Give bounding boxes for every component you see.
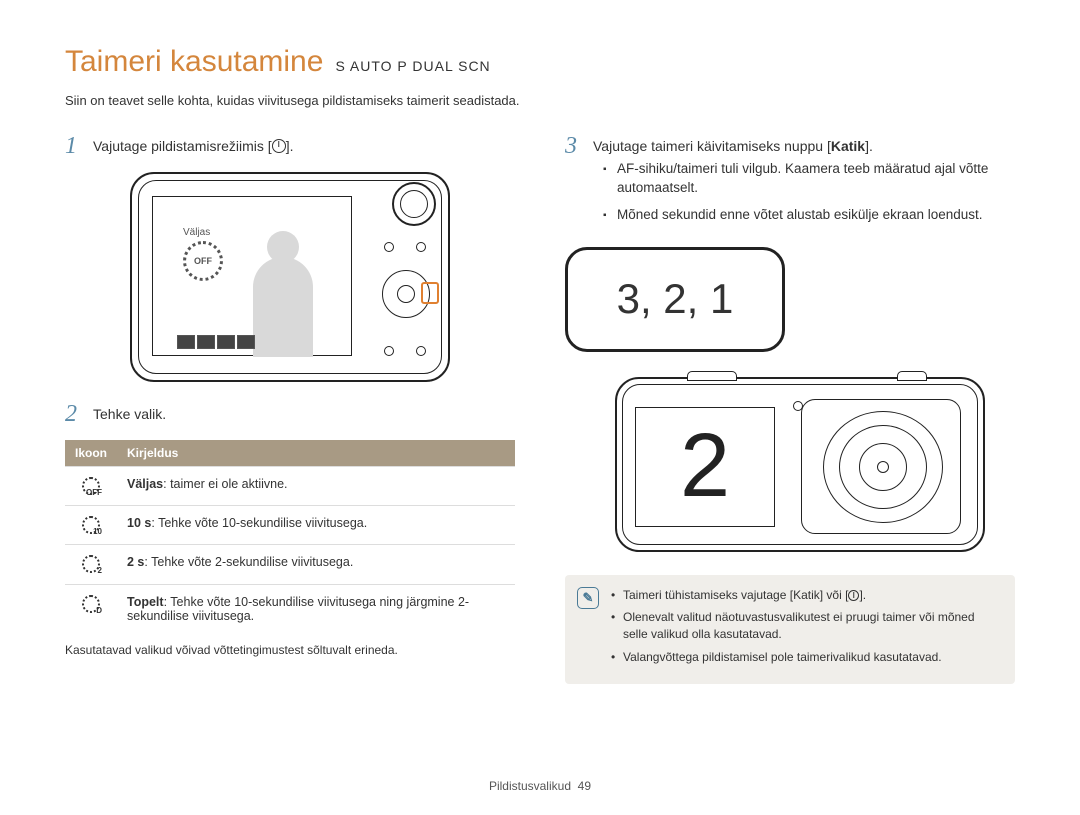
off-label: Väljas <box>183 227 210 238</box>
bullet-item: Mõned sekundid enne võtet alustab esikül… <box>603 206 1015 225</box>
countdown-digit: 2 <box>680 415 730 518</box>
header-icon: Ikoon <box>65 440 117 467</box>
camera-button <box>416 346 426 356</box>
step3-prefix: Vajutage taimeri käivitamiseks nuppu [ <box>593 138 831 154</box>
table-footnote: Kasutatavad valikud võivad võttetingimus… <box>65 643 515 657</box>
opt-text: : Tehke võte 10-sekundilise viivitusega … <box>127 595 469 623</box>
camera-button <box>416 242 426 252</box>
options-table: Ikoon Kirjeldus Väljas: taimer ei ole ak… <box>65 440 515 633</box>
camera-front-illustration: 3, 2, 1 2 <box>565 247 995 557</box>
row-icon <box>65 506 117 545</box>
camera-top-button <box>897 371 927 381</box>
footer-page: 49 <box>578 779 591 793</box>
step-number: 1 <box>65 134 81 158</box>
camera-back-illustration: Väljas OFF <box>130 172 450 382</box>
timer-option-icons <box>177 335 255 349</box>
camera-top-button <box>687 371 737 381</box>
note-item: Taimeri tühistamiseks vajutage [Katik] v… <box>611 587 1001 604</box>
step-2: 2 Tehke valik. <box>65 402 515 426</box>
opt-label: Väljas <box>127 477 163 491</box>
mode-dial <box>392 182 436 226</box>
lens-center <box>877 461 889 473</box>
countdown-speech-bubble: 3, 2, 1 <box>565 247 785 352</box>
note-text: Taimeri tühistamiseks vajutage [ <box>623 588 793 602</box>
timer-off-icon <box>82 477 100 495</box>
row-desc: Väljas: taimer ei ole aktiivne. <box>117 467 515 506</box>
note-list: Taimeri tühistamiseks vajutage [Katik] v… <box>611 587 1001 666</box>
right-column: 3 Vajutage taimeri käivitamiseks nuppu [… <box>565 134 1015 684</box>
step1-prefix: Vajutage pildistamisrežiimis [ <box>93 138 272 154</box>
note-bold: Katik <box>793 588 820 602</box>
bullet-item: AF-sihiku/taimeri tuli vilgub. Kaamera t… <box>603 160 1015 198</box>
mode-icons: S AUTO P DUAL SCN <box>335 58 490 74</box>
timer-button-highlight <box>421 282 439 304</box>
row-desc: 2 s: Tehke võte 2-sekundilise viivituseg… <box>117 545 515 584</box>
table-row: 2 s: Tehke võte 2-sekundilise viivituseg… <box>65 545 515 584</box>
front-screen: 2 <box>635 407 775 527</box>
step-3: 3 Vajutage taimeri käivitamiseks nuppu [… <box>565 134 1015 233</box>
timer-2s-icon <box>82 555 100 573</box>
step-1: 1 Vajutage pildistamisrežiimis []. <box>65 134 515 158</box>
step-3-text: Vajutage taimeri käivitamiseks nuppu [Ka… <box>593 134 1015 233</box>
page-footer: Pildistusvalikud 49 <box>0 779 1080 793</box>
opt-label: 2 s <box>127 555 144 569</box>
person-silhouette <box>253 257 313 357</box>
step3-suffix: ]. <box>865 138 873 154</box>
left-column: 1 Vajutage pildistamisrežiimis []. Välja… <box>65 134 515 684</box>
note-item: Olenevalt valitud näotuvastusvalikutest … <box>611 609 1001 643</box>
opt-text: : Tehke võte 10-sekundilise viivitusega. <box>151 516 367 530</box>
camera-front-body: 2 <box>615 377 985 552</box>
row-icon <box>65 545 117 584</box>
row-icon <box>65 584 117 633</box>
step1-suffix: ]. <box>286 138 294 154</box>
row-desc: Topelt: Tehke võte 10-sekundilise viivit… <box>117 584 515 633</box>
camera-screen: Väljas OFF <box>152 196 352 356</box>
shutter-label: Katik <box>831 138 865 154</box>
camera-button <box>384 346 394 356</box>
row-icon <box>65 467 117 506</box>
header-desc: Kirjeldus <box>117 440 515 467</box>
camera-button <box>384 242 394 252</box>
timer-icon <box>848 590 859 601</box>
step-number: 3 <box>565 134 581 158</box>
opt-label: 10 s <box>127 516 151 530</box>
intro-text: Siin on teavet selle kohta, kuidas viivi… <box>65 93 1015 108</box>
table-row: Väljas: taimer ei ole aktiivne. <box>65 467 515 506</box>
page-title: Taimeri kasutamine <box>65 45 323 79</box>
timer-double-icon <box>82 595 100 613</box>
opt-text: : taimer ei ole aktiivne. <box>163 477 287 491</box>
timer-10s-icon <box>82 516 100 534</box>
step-1-text: Vajutage pildistamisrežiimis []. <box>93 134 293 154</box>
step-number: 2 <box>65 402 81 426</box>
note-item: Valangvõttega pildistamisel pole taimeri… <box>611 649 1001 666</box>
note-icon: ✎ <box>577 587 599 609</box>
note-text: ]. <box>859 588 866 602</box>
note-text: ] või [ <box>820 588 849 602</box>
opt-label: Topelt <box>127 595 164 609</box>
note-box: ✎ Taimeri tühistamiseks vajutage [Katik]… <box>565 575 1015 684</box>
table-header-row: Ikoon Kirjeldus <box>65 440 515 467</box>
step3-bullets: AF-sihiku/taimeri tuli vilgub. Kaamera t… <box>593 160 1015 225</box>
row-desc: 10 s: Tehke võte 10-sekundilise viivitus… <box>117 506 515 545</box>
timer-icon <box>272 139 286 153</box>
footer-section: Pildistusvalikud <box>489 779 571 793</box>
step-2-text: Tehke valik. <box>93 402 166 422</box>
off-icon: OFF <box>183 241 223 281</box>
opt-text: : Tehke võte 2-sekundilise viivitusega. <box>144 555 353 569</box>
table-row: Topelt: Tehke võte 10-sekundilise viivit… <box>65 584 515 633</box>
table-row: 10 s: Tehke võte 10-sekundilise viivitus… <box>65 506 515 545</box>
